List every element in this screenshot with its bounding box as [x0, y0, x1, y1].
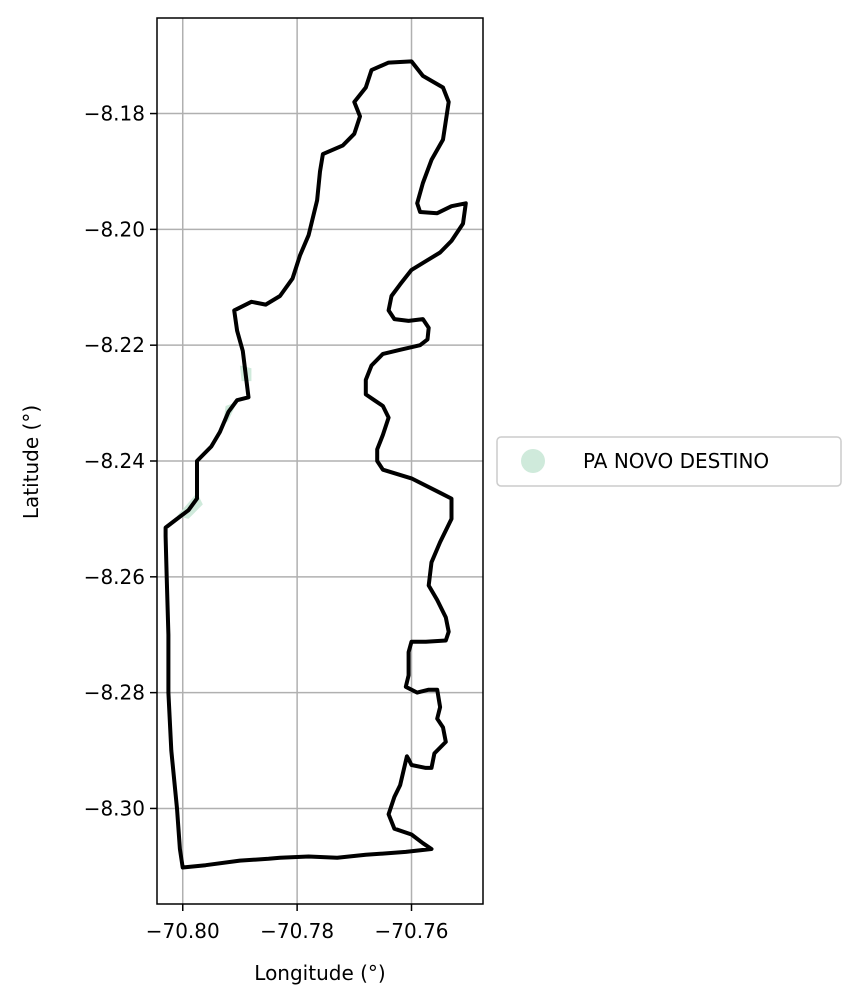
x-tick-label-1: −70.78	[260, 919, 334, 943]
y-axis-label: Latitude (°)	[19, 405, 43, 519]
legend-entry-label: PA NOVO DESTINO	[583, 449, 769, 473]
y-tick-label-5: −8.28	[84, 681, 145, 705]
y-tick-label-1: −8.20	[84, 217, 145, 241]
y-tick-label-2: −8.22	[84, 333, 145, 357]
legend-marker	[521, 449, 545, 473]
y-axis-ticks: −8.18 −8.20 −8.22 −8.24 −8.26 −8.28 −8.30	[84, 102, 157, 820]
legend: PA NOVO DESTINO	[496, 436, 842, 487]
x-axis-label: Longitude (°)	[254, 961, 385, 985]
y-tick-label-3: −8.24	[84, 449, 145, 473]
x-axis-ticks: −70.80 −70.78 −70.76	[146, 904, 449, 943]
y-tick-label-0: −8.18	[84, 102, 145, 126]
y-tick-label-4: −8.26	[84, 565, 145, 589]
x-tick-label-2: −70.76	[375, 919, 449, 943]
grid-lines	[157, 18, 483, 904]
y-tick-label-6: −8.30	[84, 796, 145, 820]
legend-box	[496, 436, 842, 487]
boundary-outline	[163, 59, 468, 870]
x-tick-label-0: −70.80	[146, 919, 220, 943]
